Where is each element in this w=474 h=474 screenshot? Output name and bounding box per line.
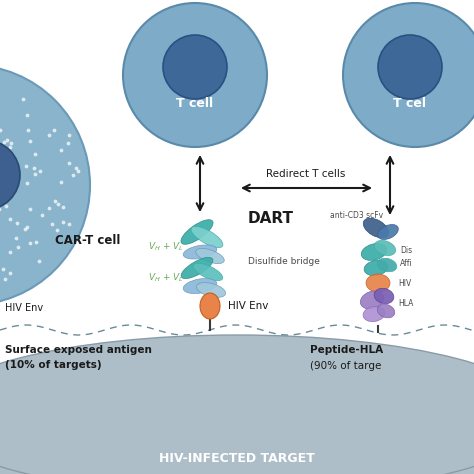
Ellipse shape [364,260,388,276]
Ellipse shape [183,245,217,259]
Bar [0,440,474,474]
Text: DART: DART [248,210,294,226]
Text: CAR-T cell: CAR-T cell [55,234,120,246]
Text: (10% of targets): (10% of targets) [5,360,101,370]
Text: (90% of targe: (90% of targe [310,361,382,371]
Ellipse shape [377,304,395,318]
Circle shape [163,35,227,99]
Circle shape [378,35,442,99]
Ellipse shape [374,288,394,304]
Ellipse shape [360,291,383,309]
Ellipse shape [183,279,217,293]
Ellipse shape [363,306,385,322]
Ellipse shape [193,264,223,281]
Ellipse shape [0,335,474,474]
Circle shape [0,65,90,305]
Text: T cel: T cel [393,97,427,109]
Ellipse shape [191,227,223,247]
Ellipse shape [196,283,226,297]
Text: Peptide-HLA: Peptide-HLA [310,345,383,355]
Text: HIV Env: HIV Env [5,303,43,313]
Circle shape [0,140,20,210]
Text: HIV Env: HIV Env [228,301,268,311]
Ellipse shape [196,248,224,264]
Text: Dis: Dis [400,246,412,255]
Ellipse shape [363,218,389,238]
Ellipse shape [378,225,398,239]
Text: HIV: HIV [398,279,411,288]
Ellipse shape [181,219,213,244]
Text: Disulfide bridge: Disulfide bridge [248,257,320,266]
Text: $V_H$ + $V_L$: $V_H$ + $V_L$ [148,241,184,253]
Circle shape [123,3,267,147]
Text: Redirect T cells: Redirect T cells [266,169,346,179]
Text: Surface exposed antigen: Surface exposed antigen [5,345,152,355]
Text: T cell: T cell [176,97,214,109]
Text: $V_H$ + $V_L$: $V_H$ + $V_L$ [148,272,184,284]
Ellipse shape [361,244,387,260]
Text: anti-CD3 scFv: anti-CD3 scFv [330,210,383,219]
Ellipse shape [200,293,220,319]
Text: HIV-INFECTED TARGET: HIV-INFECTED TARGET [159,452,315,465]
Circle shape [343,3,474,147]
Ellipse shape [374,240,396,255]
Text: HLA: HLA [398,300,413,309]
Text: Affi: Affi [400,258,413,267]
Ellipse shape [366,274,390,292]
Ellipse shape [181,257,213,279]
Ellipse shape [377,258,397,272]
